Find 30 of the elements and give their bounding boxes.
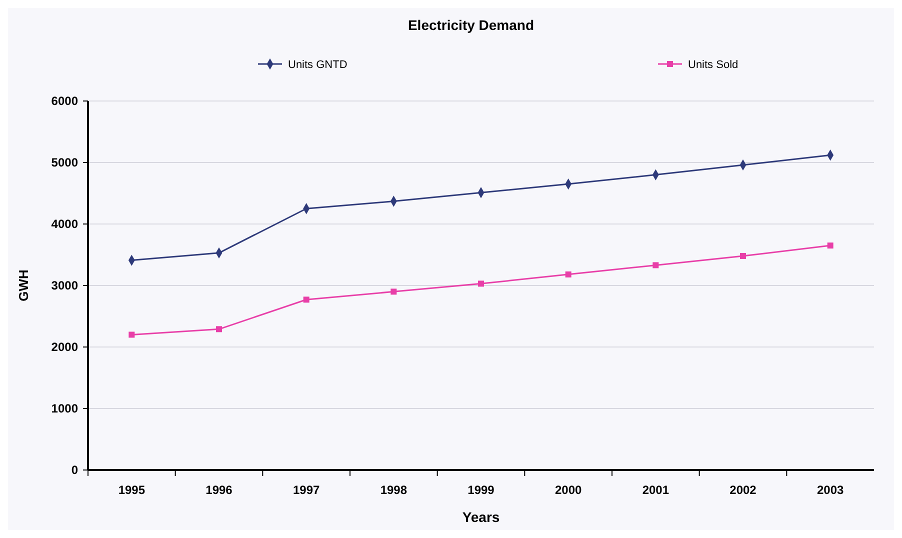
y-tick-label: 1000 <box>51 402 78 416</box>
legend-label: Units GNTD <box>288 58 348 71</box>
point <box>740 252 746 259</box>
x-tick-label: 2003 <box>816 483 844 497</box>
y-tick-label: 0 <box>71 463 78 478</box>
point <box>303 296 310 303</box>
point <box>128 332 135 338</box>
x-tick-label: 1996 <box>206 483 233 497</box>
x-tick-label: 1998 <box>380 483 408 497</box>
point <box>827 242 834 249</box>
y-axis-title: GWH <box>16 270 31 302</box>
x-tick-label: 1997 <box>292 483 320 497</box>
y-tick-label: 5000 <box>51 156 78 170</box>
point <box>565 271 572 278</box>
y-tick-label: 2000 <box>51 340 78 354</box>
chart-title: Electricity Demand <box>408 17 534 33</box>
x-tick-label: 2000 <box>554 483 582 497</box>
y-tick-label: 3000 <box>51 278 78 293</box>
x-tick-label: 1999 <box>468 483 495 497</box>
point <box>478 280 484 287</box>
x-tick-label: 2002 <box>730 483 757 497</box>
x-tick-label: 2001 <box>642 483 670 497</box>
x-axis-title: Years <box>462 509 500 525</box>
x-tick-label: 1995 <box>118 483 146 497</box>
legend-label: Units Sold <box>688 58 738 71</box>
y-tick-label: 4000 <box>51 217 78 232</box>
point <box>216 326 222 332</box>
point <box>652 262 659 268</box>
point <box>390 288 397 295</box>
y-tick-label: 6000 <box>51 94 78 108</box>
